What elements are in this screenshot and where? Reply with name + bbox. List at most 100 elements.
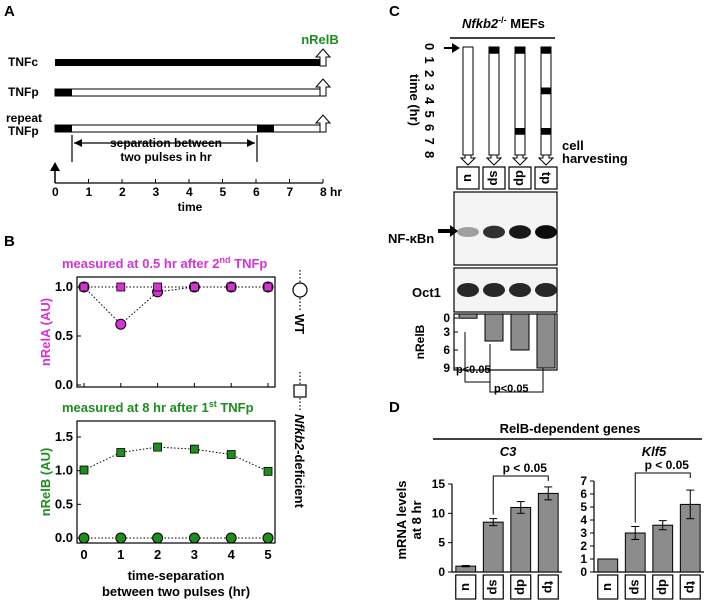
- track-3-pulse-1: [541, 87, 551, 95]
- legend-wt-label: WT: [292, 314, 307, 334]
- klf5-ytick-label-2: 2: [580, 539, 587, 553]
- nrelb-ytick-label-0: 0: [443, 311, 450, 325]
- nrelb-wt-point-3: [188, 532, 200, 544]
- c3-bar-sp: [482, 521, 504, 573]
- track-1-pulse-0: [489, 47, 499, 54]
- nrelb-arrow-3: [314, 114, 332, 133]
- nrela-ko-point-4: [226, 282, 236, 292]
- lane-box-tp: [534, 166, 558, 190]
- klf5-lane-label-3: tp: [683, 581, 698, 593]
- tnfc-bar: [55, 59, 323, 66]
- nrelb-xtick-label-2: 2: [154, 547, 161, 562]
- tnfp-pulse: [55, 89, 72, 96]
- nrela-ytick-label-1: 0.5: [55, 328, 73, 343]
- bottom-plot: 0.0 0.5 1.0 1.5 0 1 2 3 4 5: [55, 429, 274, 562]
- nrelb-xtick-label-1: 1: [117, 547, 124, 562]
- nfkb-band-3: [535, 225, 557, 239]
- time-tick-label-3: 3: [422, 84, 437, 91]
- oct1-bands: [457, 283, 557, 297]
- nrela-ko-point-3: [189, 282, 199, 292]
- nrela-wt-point-1: [115, 318, 127, 330]
- nrelb-ylabel: nRelB: [413, 324, 427, 359]
- nrelb-xtick-label-5: 5: [264, 547, 271, 562]
- nrelb-ko-point-2: [153, 442, 163, 452]
- time-tick-label-5: 5: [220, 185, 227, 199]
- c3-bar-tp: [537, 492, 559, 573]
- d-ylabel-2: at 8 hr: [409, 500, 424, 539]
- klf5-pval-bracket: [634, 472, 691, 523]
- nfkb-bands: [457, 225, 557, 239]
- lane-box-sp: [482, 166, 506, 190]
- track-3-arrow: [537, 154, 555, 166]
- panel-d-letter: D: [389, 399, 400, 416]
- klf5-ytick-label-1: 1: [580, 552, 587, 566]
- repeat-label-2: TNFp: [8, 124, 39, 138]
- nrelb-chart-frame: [453, 313, 558, 371]
- time-axis-ticks: 0 1 2 3 4 5 6 7 8 hr: [52, 179, 342, 199]
- tnfp-bar: [54, 88, 324, 97]
- time-tick-label-7: 7: [422, 138, 437, 145]
- lane-box-dp: [508, 166, 532, 190]
- nrelb-title: nRelB: [301, 32, 339, 47]
- top-plot-ylabel: nRelA (AU): [38, 298, 53, 366]
- pval-label-2: p<0.05: [494, 383, 529, 395]
- nrelb-bar-sp: [484, 313, 504, 342]
- klf5-ytick-label-0: 0: [580, 565, 587, 579]
- klf5-lane-box-3: [679, 574, 701, 600]
- track-1-arrow: [485, 154, 503, 166]
- c3-title: C3: [500, 444, 517, 459]
- track-3: [540, 46, 552, 156]
- sep-text-1: separation between: [110, 136, 222, 150]
- c3-lane-label-3: tp: [541, 581, 556, 593]
- pulse-tracks: [459, 46, 555, 166]
- nrelb-ytick-label-2: 1.0: [55, 463, 73, 478]
- nrelb-ko-point-5: [263, 466, 273, 476]
- time-tick-label-0: 0: [52, 185, 59, 199]
- klf5-lane-label-1: sp: [628, 579, 643, 594]
- group-title: RelB-dependent genes: [500, 421, 641, 436]
- nrelb-arrow-1: [314, 48, 332, 67]
- panel-a: A nRelB TNFc TNFp repeat TNFp separation…: [4, 3, 342, 214]
- nrelb-ytick-label-0: 0.0: [55, 530, 73, 545]
- c3-lane-box-1: [482, 574, 504, 600]
- nrela-ko-point-5: [263, 282, 273, 292]
- nrelb-ko-point-4: [226, 450, 236, 459]
- track-2-arrow: [511, 154, 529, 166]
- nrela-ko-point-0: [79, 282, 89, 292]
- b-xlabel-1: time-separation: [128, 568, 225, 583]
- lane-labels: u sp dp tp: [456, 166, 558, 190]
- klf5-title: Klf5: [642, 444, 667, 459]
- panel-b-letter: B: [4, 233, 15, 250]
- c3-ytick-label-1: 5: [438, 536, 445, 550]
- track-2: [514, 46, 526, 156]
- legend-ko-label: Nfkb2-deficient: [292, 414, 307, 509]
- nrelb-wt-point-1: [115, 532, 127, 544]
- c3-bar-dp: [510, 506, 532, 573]
- oct1-band-1: [483, 283, 505, 297]
- c3-ytick-label-0: 0: [438, 565, 445, 579]
- nrelb-ytick-label-1: 3: [443, 325, 450, 339]
- lane-box-u: [456, 166, 480, 190]
- nrelb-ko-point-3: [189, 444, 199, 454]
- top-plot-title: measured at 0.5 hr after 2nd TNFp: [62, 255, 267, 271]
- c3-lane-box-2: [510, 574, 532, 600]
- klf5-bar-u: [597, 558, 619, 573]
- nfkb-band-2: [509, 225, 531, 239]
- klf5-ytick-label-3: 3: [580, 526, 587, 540]
- bottom-plot-title: measured at 8 hr after 1st TNFp: [62, 399, 254, 415]
- repeat-label-1: repeat: [6, 111, 42, 125]
- nrelb-series-1-line: [83, 446, 269, 472]
- track-3-pulse-0: [541, 47, 551, 54]
- pval-label-1: p<0.05: [456, 364, 491, 376]
- panel-d: D RelB-dependent genes mRNA levels at 8 …: [389, 399, 704, 600]
- nrelb-wt-point-5: [262, 532, 274, 544]
- panel-c: C Nfkb2-/- MEFs 0 1 2 3 4 5 6 7 8 time (hr) cell…: [388, 3, 628, 395]
- klf5-ytick-label-6: 6: [580, 487, 587, 501]
- nrelb-ko-point-0: [79, 465, 89, 475]
- nrelb-wt-point-0: [78, 532, 90, 544]
- harvest-label-1: cell: [562, 138, 584, 153]
- nrela-ytick-label-0: 0.0: [55, 377, 73, 392]
- repeat-pulse-1: [55, 125, 72, 132]
